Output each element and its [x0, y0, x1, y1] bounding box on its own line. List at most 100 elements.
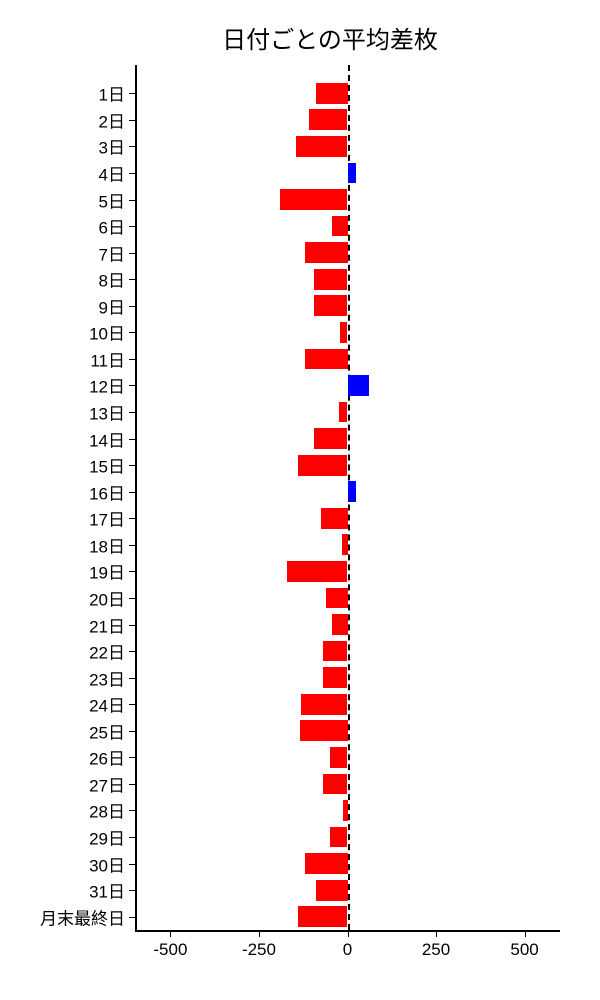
plot-area: 1日2日3日4日5日6日7日8日9日10日11日12日13日14日15日16日1…	[135, 65, 560, 930]
x-tick	[436, 930, 437, 937]
bar	[305, 349, 348, 370]
y-tick	[129, 518, 135, 519]
y-axis-label: 3日	[99, 134, 125, 159]
y-tick	[129, 306, 135, 307]
bar	[332, 216, 348, 237]
bar	[296, 136, 347, 157]
bar	[330, 827, 348, 848]
y-tick	[129, 120, 135, 121]
bar	[298, 455, 348, 476]
y-tick	[129, 757, 135, 758]
bar	[280, 189, 347, 210]
bar	[309, 109, 348, 130]
bar	[300, 720, 348, 741]
bar	[323, 774, 348, 795]
y-tick	[129, 784, 135, 785]
y-axis-label: 22日	[89, 639, 125, 664]
bar	[348, 375, 369, 396]
y-tick	[129, 200, 135, 201]
y-axis-label: 5日	[99, 187, 125, 212]
y-tick	[129, 359, 135, 360]
bar	[316, 880, 348, 901]
x-axis-labels: -500-2500250500	[135, 940, 560, 960]
y-axis-label: 6日	[99, 214, 125, 239]
y-axis-label: 2日	[99, 107, 125, 132]
y-axis-label: 26日	[89, 745, 125, 770]
chart-title: 日付ごとの平均差枚	[0, 20, 600, 55]
y-tick	[129, 704, 135, 705]
y-axis-label: 10日	[89, 320, 125, 345]
y-tick	[129, 385, 135, 386]
x-axis-label: 0	[343, 940, 352, 960]
y-axis-label: 18日	[89, 532, 125, 557]
bar	[332, 614, 348, 635]
y-tick	[129, 864, 135, 865]
bar	[298, 906, 348, 927]
bar	[348, 163, 357, 184]
bar	[287, 561, 347, 582]
y-tick	[129, 810, 135, 811]
y-tick	[129, 678, 135, 679]
y-tick	[129, 837, 135, 838]
y-axis-label: 20日	[89, 585, 125, 610]
y-tick	[129, 253, 135, 254]
y-tick	[129, 545, 135, 546]
y-tick	[129, 173, 135, 174]
y-axis-label: 19日	[89, 559, 125, 584]
y-axis-label: 15日	[89, 453, 125, 478]
y-axis-label: 21日	[89, 612, 125, 637]
y-tick	[129, 412, 135, 413]
y-axis-label: 7日	[99, 240, 125, 265]
y-axis-label: 28日	[89, 798, 125, 823]
y-axis-label: 11日	[90, 346, 125, 371]
x-tick	[348, 930, 349, 937]
bar	[343, 800, 347, 821]
y-axis-label: 8日	[99, 267, 125, 292]
y-tick	[129, 571, 135, 572]
y-tick	[129, 146, 135, 147]
y-axis-labels: 1日2日3日4日5日6日7日8日9日10日11日12日13日14日15日16日1…	[25, 65, 125, 930]
y-axis-label: 1日	[99, 81, 125, 106]
y-tick	[129, 226, 135, 227]
y-tick	[129, 465, 135, 466]
y-tick	[129, 279, 135, 280]
y-axis-label: 30日	[89, 851, 125, 876]
bar	[316, 83, 348, 104]
x-axis-label: 250	[422, 940, 450, 960]
y-axis-label: 23日	[89, 665, 125, 690]
y-axis-label: 14日	[89, 426, 125, 451]
y-axis-label: 29日	[89, 825, 125, 850]
y-axis-label: 27日	[89, 771, 125, 796]
y-axis-label: 4日	[99, 160, 125, 185]
x-axis-label: 500	[510, 940, 538, 960]
y-tick	[129, 651, 135, 652]
bar	[314, 428, 348, 449]
bar	[323, 641, 348, 662]
y-tick	[129, 890, 135, 891]
bar	[340, 322, 347, 343]
y-tick	[129, 625, 135, 626]
y-axis-label: 17日	[89, 506, 125, 531]
bar	[348, 481, 357, 502]
y-axis-label: 31日	[89, 878, 125, 903]
y-axis-label: 月末最終日	[40, 904, 125, 929]
y-tick	[129, 332, 135, 333]
chart-container: 日付ごとの平均差枚 1日2日3日4日5日6日7日8日9日10日11日12日13日…	[0, 20, 600, 980]
bar	[305, 242, 348, 263]
y-tick	[129, 598, 135, 599]
y-axis-label: 24日	[89, 692, 125, 717]
bar	[323, 667, 348, 688]
y-tick	[129, 917, 135, 918]
y-axis-label: 25日	[89, 718, 125, 743]
x-tick	[525, 930, 526, 937]
bar	[314, 269, 348, 290]
y-axis-label: 13日	[89, 400, 125, 425]
bar	[339, 402, 348, 423]
bar	[305, 853, 348, 874]
bar	[314, 295, 348, 316]
y-tick	[129, 731, 135, 732]
bar	[342, 534, 347, 555]
bar	[326, 588, 347, 609]
bar	[330, 747, 348, 768]
bars-region	[135, 65, 560, 930]
